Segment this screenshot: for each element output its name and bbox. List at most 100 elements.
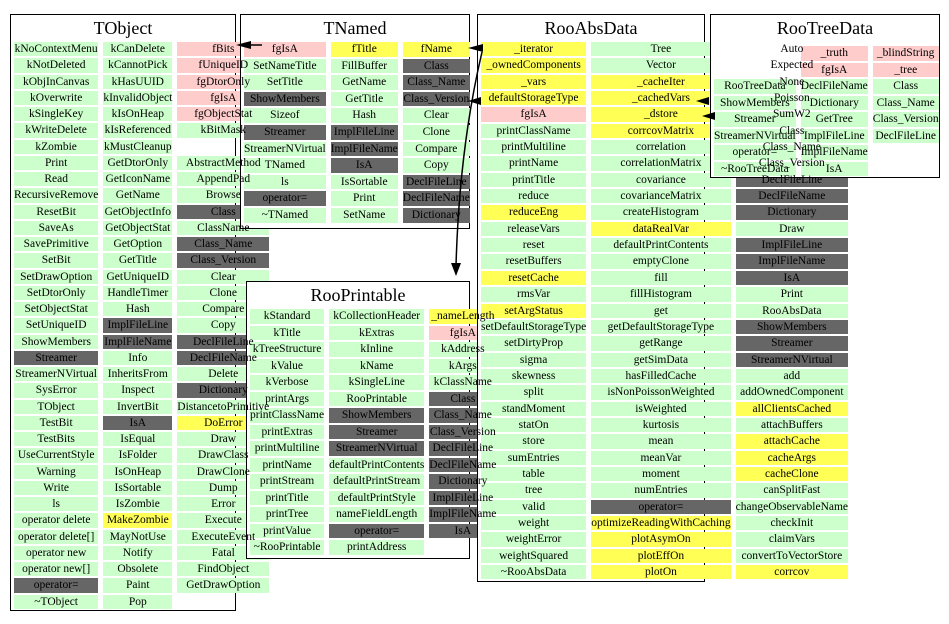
- member-cell[interactable]: IsEqual: [103, 432, 173, 447]
- member-cell[interactable]: Vector: [591, 58, 731, 73]
- member-cell[interactable]: covarianceMatrix: [591, 189, 731, 204]
- member-cell[interactable]: defaultPrintContents: [591, 238, 731, 253]
- member-cell[interactable]: InvertBit: [103, 399, 173, 414]
- member-cell[interactable]: printTree: [250, 507, 325, 522]
- member-cell[interactable]: TestBit: [14, 415, 99, 430]
- member-cell[interactable]: StreamerNVirtual: [244, 141, 326, 157]
- member-cell[interactable]: plotAsymOn: [591, 532, 731, 547]
- member-cell[interactable]: sumEntries: [481, 450, 587, 465]
- member-cell[interactable]: Print: [14, 155, 99, 170]
- member-cell[interactable]: IsA: [103, 415, 173, 430]
- member-cell[interactable]: Class: [872, 79, 939, 94]
- member-cell[interactable]: GetTree: [800, 112, 868, 127]
- member-cell[interactable]: MayNotUse: [103, 529, 173, 544]
- member-cell[interactable]: Class_Name: [872, 95, 939, 110]
- member-cell[interactable]: operator=: [329, 523, 425, 538]
- member-cell[interactable]: kClassName: [429, 375, 497, 390]
- member-cell[interactable]: setArgStatus: [481, 303, 587, 318]
- member-cell[interactable]: tree: [481, 483, 587, 498]
- member-cell[interactable]: skewness: [481, 368, 587, 384]
- member-cell[interactable]: ShowMembers: [714, 95, 796, 110]
- member-cell[interactable]: isWeighted: [591, 401, 731, 416]
- member-cell[interactable]: weightError: [481, 532, 587, 547]
- member-cell[interactable]: kNotDeleted: [14, 58, 99, 73]
- member-cell[interactable]: GetUniqueID: [103, 269, 173, 284]
- member-cell[interactable]: reduceEng: [481, 205, 587, 220]
- member-cell[interactable]: printValue: [250, 523, 325, 538]
- member-cell[interactable]: operator new[]: [14, 562, 99, 577]
- member-cell[interactable]: claimVars: [735, 532, 849, 547]
- member-cell[interactable]: kValue: [250, 358, 325, 373]
- member-cell[interactable]: _tree: [872, 62, 939, 77]
- member-cell[interactable]: operator delete[]: [14, 529, 99, 544]
- member-cell[interactable]: GetDtorOnly: [103, 155, 173, 170]
- member-cell[interactable]: cacheArgs: [735, 450, 849, 465]
- member-cell[interactable]: valid: [481, 499, 587, 514]
- member-cell[interactable]: RooAbsData: [735, 303, 849, 318]
- member-cell[interactable]: addOwnedComponent: [735, 385, 849, 400]
- member-cell[interactable]: Streamer: [714, 112, 796, 127]
- member-cell[interactable]: attachCache: [735, 434, 849, 449]
- member-cell[interactable]: mean: [591, 434, 731, 449]
- member-cell[interactable]: setDirtyProp: [481, 336, 587, 351]
- member-cell[interactable]: SetDtorOnly: [14, 285, 99, 300]
- member-cell[interactable]: SetObjectStat: [14, 302, 99, 317]
- member-cell[interactable]: kNoContextMenu: [14, 42, 99, 57]
- member-cell[interactable]: DeclFileLine: [402, 174, 470, 190]
- class-title-rootreedata[interactable]: RooTreeData: [776, 18, 874, 38]
- member-cell[interactable]: IsSortable: [330, 174, 398, 190]
- member-cell[interactable]: _blindString: [872, 46, 939, 61]
- member-cell[interactable]: sigma: [481, 352, 587, 367]
- member-cell[interactable]: kIsOnHeap: [103, 107, 173, 122]
- member-cell[interactable]: ImplFileLine: [735, 238, 849, 253]
- member-cell[interactable]: Dictionary: [800, 95, 868, 110]
- member-cell[interactable]: operator new: [14, 545, 99, 560]
- member-cell[interactable]: StreamerNVirtual: [714, 128, 796, 143]
- member-cell[interactable]: ~TNamed: [244, 207, 326, 223]
- member-cell[interactable]: Class_Version: [429, 424, 497, 439]
- member-cell[interactable]: _iterator: [481, 42, 587, 57]
- member-cell[interactable]: printName: [481, 156, 587, 171]
- member-cell[interactable]: Print: [330, 191, 398, 206]
- member-cell[interactable]: get: [591, 303, 731, 318]
- member-cell[interactable]: ~RooAbsData: [481, 565, 587, 580]
- member-cell[interactable]: kVerbose: [250, 375, 325, 390]
- member-cell[interactable]: RooPrintable: [329, 391, 425, 406]
- member-cell[interactable]: attachBuffers: [735, 417, 849, 433]
- member-cell[interactable]: ls: [14, 497, 99, 512]
- member-cell[interactable]: GetObjectStat: [103, 220, 173, 235]
- member-cell[interactable]: TNamed: [244, 158, 326, 173]
- member-cell[interactable]: SetNameTitle: [244, 58, 326, 74]
- member-cell[interactable]: convertToVectorStore: [735, 548, 849, 563]
- member-cell[interactable]: ImplFileLine: [429, 490, 497, 505]
- member-cell[interactable]: kSingleLine: [329, 375, 425, 390]
- member-cell[interactable]: GetOption: [103, 237, 173, 252]
- member-cell[interactable]: Class_Version: [177, 253, 270, 268]
- member-cell[interactable]: Dictionary: [735, 205, 849, 220]
- member-cell[interactable]: Class_Version: [735, 156, 849, 171]
- member-cell[interactable]: cacheClone: [735, 466, 849, 482]
- member-cell[interactable]: DeclFileLine: [735, 172, 849, 188]
- member-cell[interactable]: DeclFileLine: [429, 441, 497, 456]
- member-cell[interactable]: AppendPad: [177, 172, 270, 187]
- member-cell[interactable]: Inspect: [103, 383, 173, 398]
- member-cell[interactable]: reduce: [481, 189, 587, 204]
- member-cell[interactable]: Draw: [735, 221, 849, 237]
- member-cell[interactable]: _cachedVars: [591, 91, 731, 106]
- member-cell[interactable]: ls: [244, 174, 326, 190]
- member-cell[interactable]: fillHistogram: [591, 287, 731, 302]
- member-cell[interactable]: Class_Version: [402, 91, 470, 107]
- member-cell[interactable]: kSingleKey: [14, 107, 99, 122]
- member-cell[interactable]: IsZombie: [103, 497, 173, 512]
- member-cell[interactable]: Class: [402, 58, 470, 74]
- member-cell[interactable]: emptyClone: [591, 254, 731, 269]
- member-cell[interactable]: statOn: [481, 417, 587, 433]
- member-cell[interactable]: GetTitle: [330, 91, 398, 107]
- member-cell[interactable]: defaultStorageType: [481, 91, 587, 106]
- member-cell[interactable]: setDefaultStorageType: [481, 319, 587, 335]
- member-cell[interactable]: numEntries: [591, 483, 731, 498]
- member-cell[interactable]: ImplFileLine: [330, 124, 398, 140]
- member-cell[interactable]: printClassName: [481, 123, 587, 139]
- member-cell[interactable]: RooTreeData: [714, 79, 796, 94]
- member-cell[interactable]: operator=: [14, 578, 99, 593]
